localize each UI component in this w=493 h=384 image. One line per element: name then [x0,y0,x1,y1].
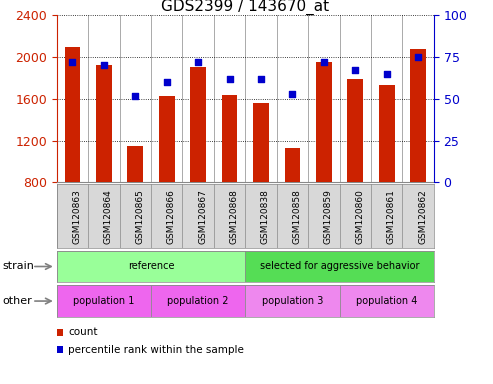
Text: reference: reference [128,262,174,271]
Point [69,59,76,65]
Text: GSM120859: GSM120859 [324,189,333,244]
Text: GSM120861: GSM120861 [387,189,396,244]
Text: population 1: population 1 [73,296,135,306]
Point [414,54,422,60]
Text: GSM120862: GSM120862 [418,189,427,244]
Bar [340,285,434,317]
Bar [245,251,434,282]
Bar [65,47,80,182]
Bar [410,49,426,182]
Bar [159,96,175,182]
Text: other: other [2,296,32,306]
Point [288,91,296,97]
Point [131,93,139,99]
Text: GSM120864: GSM120864 [104,189,113,244]
Text: GSM120868: GSM120868 [230,189,239,244]
Bar [379,85,394,182]
Point [352,68,359,74]
Text: strain: strain [2,262,35,271]
Text: GSM120860: GSM120860 [355,189,364,244]
Text: population 4: population 4 [356,296,418,306]
Bar [253,103,269,182]
Text: GSM120863: GSM120863 [72,189,81,244]
Text: GSM120866: GSM120866 [167,189,176,244]
Bar [222,95,238,182]
Text: GSM120838: GSM120838 [261,189,270,244]
Text: GSM120858: GSM120858 [292,189,301,244]
Bar [127,146,143,182]
Bar [57,285,151,317]
Point [163,79,171,85]
Point [320,59,328,65]
Point [226,76,234,82]
Point [194,59,202,65]
Bar [96,65,112,182]
Text: population 3: population 3 [262,296,323,306]
Bar [316,62,332,182]
Point [383,71,390,77]
Point [100,62,108,68]
Text: population 2: population 2 [168,296,229,306]
Text: GSM120867: GSM120867 [198,189,207,244]
Text: selected for aggressive behavior: selected for aggressive behavior [260,262,420,271]
Bar [348,79,363,182]
Title: GDS2399 / 143670_at: GDS2399 / 143670_at [161,0,329,15]
Bar [284,148,300,182]
Text: percentile rank within the sample: percentile rank within the sample [68,344,244,354]
Bar [151,285,245,317]
Bar [245,285,340,317]
Point [257,76,265,82]
Bar [190,66,206,182]
Text: GSM120865: GSM120865 [135,189,144,244]
Bar [57,251,245,282]
Text: count: count [68,327,98,337]
